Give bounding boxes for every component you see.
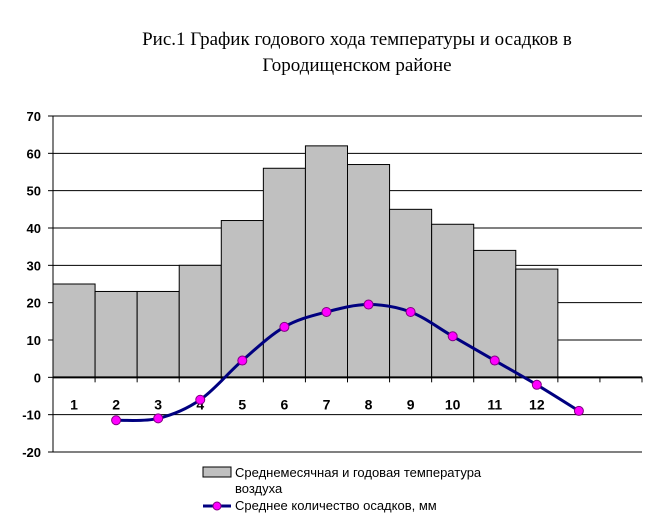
line-point xyxy=(111,415,122,426)
legend-label-temperature-line-1: Среднемесячная и годовая температура xyxy=(235,465,482,480)
line-point xyxy=(237,355,248,366)
line-point xyxy=(573,405,584,416)
axes xyxy=(48,115,643,453)
x-tick-label: 8 xyxy=(365,396,373,412)
x-tick-label: 9 xyxy=(407,396,415,412)
line-point xyxy=(153,413,164,424)
line-point xyxy=(447,331,458,342)
y-tick-label: -20 xyxy=(22,445,41,460)
y-tick-label: 70 xyxy=(27,109,41,124)
line-point xyxy=(321,307,332,317)
y-tick-label: 40 xyxy=(27,221,41,236)
x-tick-label: 6 xyxy=(280,396,288,412)
x-tick-label: 2 xyxy=(112,396,120,412)
chart-title-line-1: Рис.1 График годового хода температуры и… xyxy=(142,29,572,50)
bar xyxy=(220,220,264,378)
y-tick-label: 10 xyxy=(27,333,41,348)
x-tick-label: 10 xyxy=(445,396,461,412)
line-point xyxy=(405,307,416,317)
y-tick-labels: -20 -10 0 10 20 30 40 50 60 70 xyxy=(22,109,41,460)
x-tick-label: 1 xyxy=(70,396,78,412)
bar xyxy=(304,145,348,378)
legend-swatch-marker xyxy=(212,501,222,511)
legend: Среднемесячная и годовая температура воз… xyxy=(202,465,485,513)
bar xyxy=(262,167,306,378)
y-tick-label: 50 xyxy=(27,184,41,199)
bar xyxy=(389,208,433,378)
legend-label-temperature-line-2: воздуха xyxy=(235,481,283,496)
y-tick-label: -10 xyxy=(22,408,41,423)
precipitation-line xyxy=(111,299,584,426)
bar xyxy=(431,223,475,378)
bar xyxy=(515,268,559,378)
bar xyxy=(347,164,391,378)
bar xyxy=(136,290,180,378)
x-tick-label: 12 xyxy=(529,396,545,412)
y-tick-label: 60 xyxy=(27,146,41,161)
bar xyxy=(94,290,138,378)
x-tick-label: 7 xyxy=(323,396,331,412)
line-point xyxy=(363,299,374,310)
chart-title: Рис.1 График годового хода температуры и… xyxy=(142,29,572,76)
line-point xyxy=(279,321,290,332)
line-point xyxy=(489,355,500,366)
temperature-bars xyxy=(52,145,559,378)
line-point xyxy=(195,394,206,405)
y-tick-label: 20 xyxy=(27,296,41,311)
y-tick-label: 0 xyxy=(34,370,41,385)
bar xyxy=(178,264,222,378)
x-tick-labels: 123456789101112 xyxy=(70,396,545,412)
legend-swatch-bar xyxy=(202,466,232,478)
x-tick-label: 11 xyxy=(487,396,502,412)
x-tick-label: 5 xyxy=(238,396,246,412)
legend-label-precipitation: Среднее количество осадков, мм xyxy=(235,498,437,513)
legend-label-temperature: Среднемесячная и годовая температура воз… xyxy=(235,465,485,496)
bar xyxy=(52,283,96,378)
x-tick-label: 3 xyxy=(154,396,162,412)
chart-title-line-2: Городищенском районе xyxy=(262,55,451,76)
line-point xyxy=(531,379,542,390)
y-tick-label: 30 xyxy=(27,258,41,273)
